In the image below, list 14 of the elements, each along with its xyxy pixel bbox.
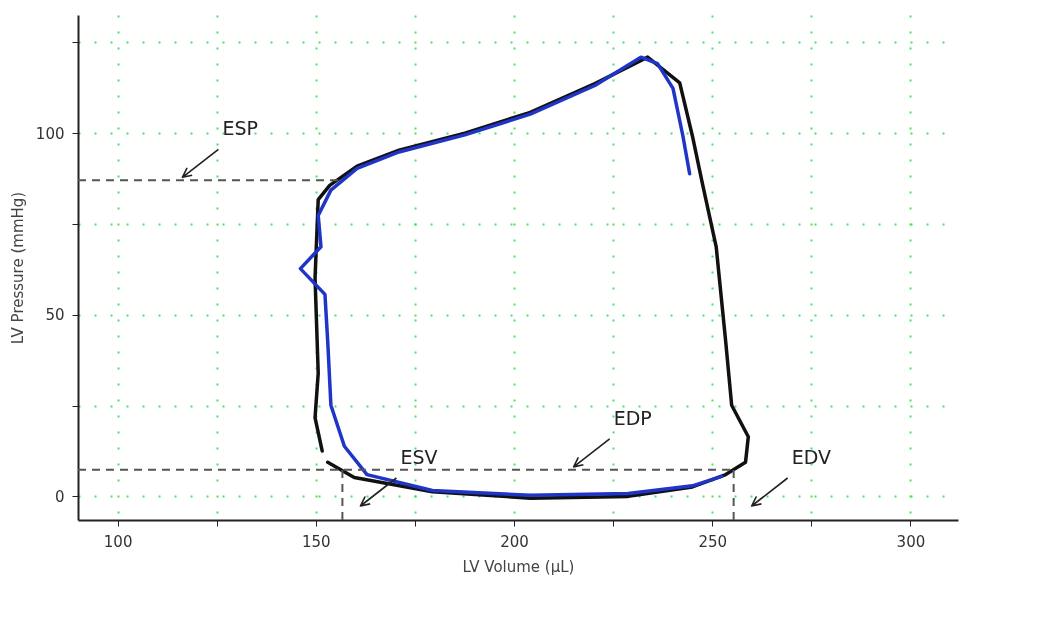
annotation: ESP [222,117,258,140]
x-tick-label: 250 [698,532,728,551]
x-axis-title: LV Volume (µL) [462,557,575,576]
x-tick-label: 150 [302,532,331,551]
x-tick-label: 100 [103,532,133,551]
annotation: ESV [400,446,438,468]
y-axis-title: LV Pressure (mmHg) [8,191,27,345]
annotation: EDV [791,446,831,468]
y-tick-label: 0 [54,487,65,506]
annotation: EDP [613,406,652,429]
x-tick-label: 200 [500,532,529,551]
y-tick-label: 50 [45,306,65,325]
x-tick-label: 300 [896,532,926,551]
y-tick-label: 100 [35,124,65,143]
